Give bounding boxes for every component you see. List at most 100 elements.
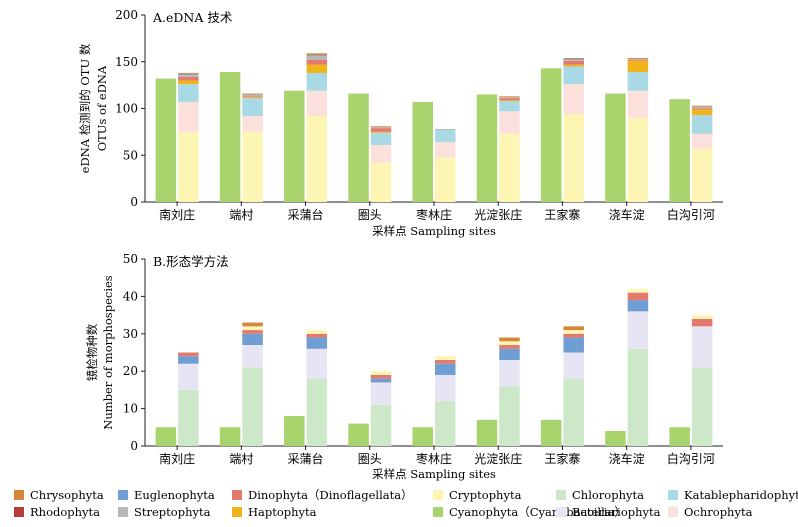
- y-tick-label: 50: [123, 252, 138, 266]
- stack-segment-cryptophyta: [306, 115, 328, 202]
- stack-segment-euglenophyta: [370, 378, 392, 383]
- stack-segment-chrysophyta: [563, 326, 584, 331]
- legend: Chrysophyta Euglenophyta Dinophyta（Dinofla…: [14, 488, 798, 519]
- legend-label-cyanophyta: Cyanophyta（Cyanobacteria）: [449, 505, 626, 519]
- stack-segment-cryptophyta: [242, 326, 263, 331]
- stack-segment-chrysophyta: [691, 105, 713, 107]
- stack-segment-ochrophyta: [627, 90, 649, 118]
- stack-segment-streptophyta: [691, 106, 713, 109]
- stack-segment-ochrophyta: [499, 111, 520, 134]
- stack-segment-euglenophyta: [178, 73, 199, 75]
- stack-segment-cryptophyta: [370, 371, 392, 375]
- y-tick-label: 150: [115, 55, 138, 69]
- stack-segment-chlorophyta: [691, 367, 713, 446]
- stack-segment-chrysophyta: [563, 58, 584, 59]
- stack-segment-dinophyta: [242, 330, 263, 334]
- stack-segment-cryptophyta: [563, 330, 584, 334]
- bar-cyanophyta: [605, 93, 626, 202]
- bar-cyanophyta: [284, 90, 305, 202]
- stack-segment-chlorophyta: [435, 401, 456, 446]
- legend-label-streptophyta: Streptophyta: [134, 505, 211, 519]
- stack-segment-katablepharidophyta: [242, 98, 263, 116]
- legend-label-dinophyta: Dinophyta（Dinoflagellata）: [248, 488, 413, 502]
- stack-segment-ochrophyta: [563, 84, 584, 115]
- stack-segment-streptophyta: [627, 58, 649, 60]
- stack-segment-dinophyta: [563, 333, 584, 338]
- stack-segment-haptophyta: [691, 109, 713, 116]
- stack-segment-euglenophyta: [178, 356, 199, 364]
- legend-label-chrysophyta: Chrysophyta: [30, 488, 104, 502]
- legend-swatch-euglenophyta: [118, 490, 128, 500]
- stack-segment-dinophyta: [435, 359, 456, 364]
- stack-segment-katablepharidophyta: [563, 66, 584, 85]
- stack-segment-haptophyta: [242, 97, 263, 99]
- legend-label-haptophyta: Haptophyta: [248, 505, 317, 519]
- stack-segment-dinophyta: [178, 76, 199, 81]
- stack-segment-dinophyta: [178, 352, 199, 357]
- y-tick-label: 20: [123, 364, 138, 378]
- x-axis-label: 采样点 Sampling sites: [372, 224, 496, 238]
- stack-segment-dinophyta: [627, 59, 649, 61]
- legend-label-cryptophyta: Cryptophyta: [449, 488, 522, 502]
- stack-segment-cryptophyta: [242, 131, 263, 202]
- y-tick-label: 30: [123, 327, 138, 341]
- stack-segment-chrysophyta: [499, 337, 520, 342]
- stack-segment-dinophyta: [691, 108, 713, 110]
- stack-segment-cryptophyta: [499, 133, 520, 202]
- bar-cyanophyta: [540, 68, 562, 202]
- y-tick-label: 0: [130, 195, 138, 209]
- legend-swatch-streptophyta: [118, 507, 128, 517]
- x-tick-label: 圈头: [358, 452, 382, 466]
- legend-swatch-cyanophyta: [433, 507, 443, 517]
- stack-segment-chlorophyta: [563, 378, 584, 446]
- y-axis-label: eDNA 检测到的 OTU 数: [78, 43, 92, 173]
- stack-segment-haptophyta: [563, 64, 584, 67]
- stack-segment-chrysophyta: [499, 96, 520, 98]
- panel-a: 0 50 100 150 200 A.eDNA 技术 eDNA 检测到的 OTU 数 OTUs…: [78, 8, 723, 238]
- x-tick-label: 浇车淀: [609, 451, 645, 466]
- stack-segment-dinophyta: [306, 59, 328, 65]
- stack-segment-euglenophyta: [563, 58, 584, 60]
- stack-segment-dinophyta: [499, 345, 520, 349]
- stack-segment-euglenophyta: [435, 363, 456, 375]
- stack-segment-ochrophyta: [370, 144, 392, 163]
- y-tick-label: 200: [115, 8, 138, 22]
- panel-title: B.形态学方法: [153, 254, 229, 269]
- stack-segment-chrysophyta: [178, 72, 199, 74]
- stack-segment-chlorophyta: [306, 378, 328, 446]
- x-tick-label: 白沟引河: [667, 207, 715, 222]
- stack-segment-streptophyta: [178, 74, 199, 77]
- y-tick-label: 0: [130, 439, 138, 453]
- x-tick-label: 端村: [229, 208, 253, 222]
- stack-segment-katablepharidophyta: [499, 101, 520, 112]
- bar-cyanophyta: [284, 416, 305, 446]
- stack-segment-katablepharidophyta: [627, 72, 649, 91]
- stack-segment-bacillariophyta: [563, 352, 584, 379]
- stack-segment-streptophyta: [306, 56, 328, 60]
- legend-label-bacillariophyta: Bacillariophyta: [572, 505, 661, 519]
- bar-cyanophyta: [476, 94, 498, 202]
- y-axis-label-en: Number of morphospecies: [101, 275, 115, 430]
- legend-swatch-dinophyta: [232, 490, 242, 500]
- x-tick-label: 枣林庄: [416, 207, 452, 222]
- bar-cyanophyta: [348, 423, 369, 446]
- stack-segment-chrysophyta: [242, 322, 263, 327]
- stack-segment-euglenophyta: [499, 348, 520, 360]
- stack-segment-cryptophyta: [370, 162, 392, 202]
- legend-label-katablepharidophyta: Katablepharidophyta: [684, 488, 798, 502]
- x-tick-label: 南刘庄: [159, 451, 195, 466]
- stack-segment-euglenophyta: [627, 300, 649, 312]
- stack-segment-katablepharidophyta: [306, 72, 328, 91]
- legend-label-euglenophyta: Euglenophyta: [134, 488, 215, 502]
- x-tick-label: 光淀张庄: [474, 451, 522, 466]
- stack-segment-cryptophyta: [499, 341, 520, 346]
- x-tick-label: 浇车淀: [609, 207, 645, 222]
- legend-swatch-chrysophyta: [14, 490, 24, 500]
- y-tick-label: 100: [115, 102, 138, 116]
- stack-segment-cryptophyta: [435, 157, 456, 202]
- x-tick-label: 圈头: [358, 208, 382, 222]
- legend-swatch-katablepharidophyta: [668, 490, 678, 500]
- stack-segment-streptophyta: [563, 59, 584, 61]
- stack-segment-euglenophyta: [306, 55, 328, 57]
